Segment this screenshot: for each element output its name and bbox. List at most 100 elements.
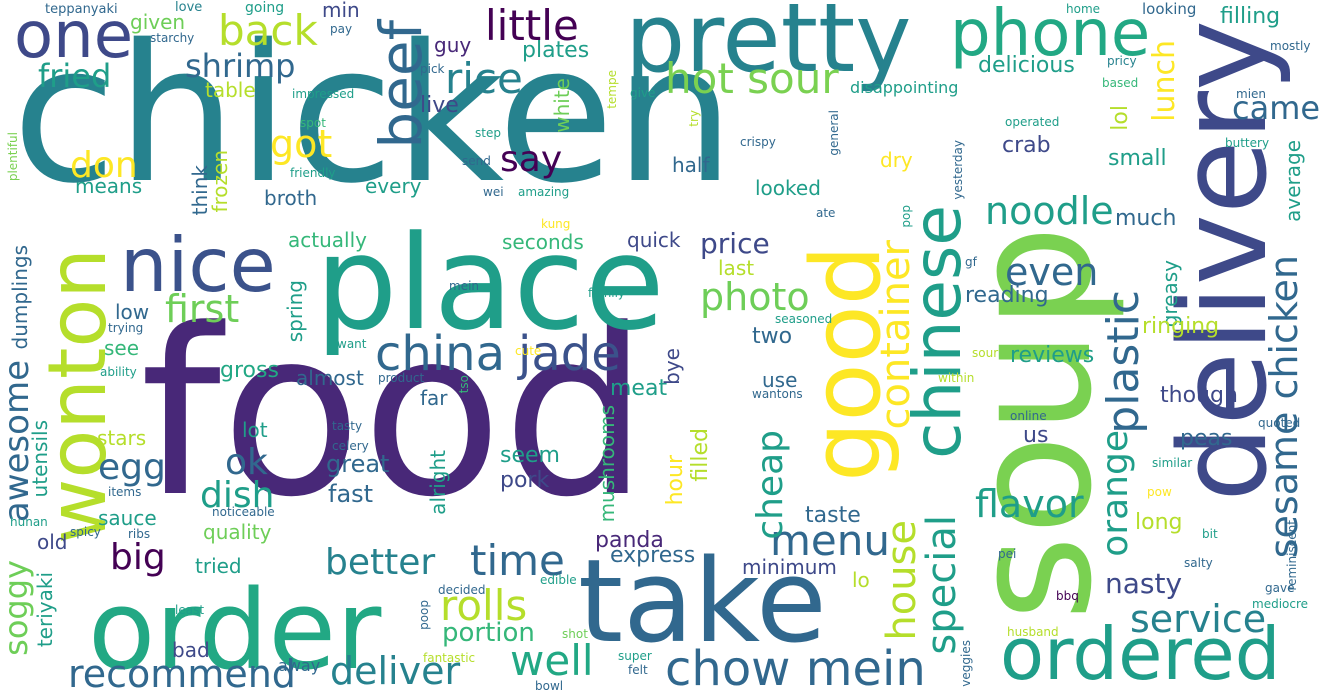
- word-use: use: [762, 368, 798, 392]
- word-tso: tso: [457, 375, 471, 394]
- word-plentiful: plentiful: [6, 132, 20, 182]
- word-white: white: [550, 78, 574, 133]
- word-orange: orange: [1095, 430, 1136, 557]
- word-send: send: [462, 154, 491, 168]
- word-pop: pop: [899, 205, 913, 228]
- word-operated: operated: [1005, 115, 1060, 129]
- word-felt: felt: [628, 663, 648, 677]
- word-hour: hour: [663, 455, 688, 506]
- word-see: see: [104, 336, 140, 360]
- word-food: food: [140, 281, 649, 548]
- word-spicy: spicy: [70, 525, 101, 539]
- word-wantons: wantons: [752, 387, 803, 401]
- word-quick: quick: [627, 228, 681, 252]
- word-wonton: wonton: [31, 248, 124, 545]
- word-dry: dry: [880, 148, 913, 172]
- word-tempe: tempe: [605, 70, 619, 109]
- word-online: online: [1010, 409, 1047, 423]
- word-average: average: [1281, 140, 1305, 222]
- word-gave: gave: [1265, 581, 1295, 595]
- word-amazing: amazing: [518, 185, 570, 199]
- word-express: express: [610, 543, 696, 568]
- word-sour: sour: [972, 346, 999, 360]
- word-sauce: sauce: [98, 506, 157, 530]
- word-family: family: [588, 286, 626, 300]
- word-small: small: [1108, 146, 1167, 171]
- word-got: got: [270, 122, 333, 166]
- word-plastic: plastic: [1098, 290, 1149, 434]
- word-wei: wei: [483, 185, 504, 199]
- word-shrimp: shrimp: [185, 47, 296, 85]
- word-table: table: [205, 78, 256, 102]
- word-home: home: [1066, 2, 1101, 16]
- word-seem: seem: [500, 443, 560, 468]
- word-hot-sour: hot sour: [665, 54, 839, 103]
- word-poop: poop: [417, 600, 431, 630]
- word-edible: edible: [540, 573, 577, 587]
- word-us: us: [1023, 423, 1049, 448]
- word-price: price: [700, 227, 770, 260]
- word-want: want: [337, 337, 367, 351]
- word-dumplings: dumplings: [8, 245, 32, 350]
- word-bye: bye: [660, 348, 684, 385]
- word-rice: rice: [445, 54, 523, 103]
- word-old: old: [37, 530, 68, 554]
- word-live: live: [420, 93, 459, 118]
- word-within: within: [938, 371, 975, 385]
- word-dish: dish: [200, 475, 275, 516]
- word-chicken: chicken: [12, 4, 735, 225]
- word-flavor: flavor: [975, 482, 1084, 526]
- word-tasty: tasty: [332, 419, 363, 433]
- word-special: special: [919, 515, 965, 655]
- word-plates: plates: [522, 38, 590, 63]
- word-based: based: [1102, 76, 1139, 90]
- word-don: don: [70, 145, 138, 186]
- word-frozen: frozen: [208, 150, 232, 213]
- word-taste: taste: [805, 503, 861, 528]
- word-chow-mein: chow mein: [665, 641, 926, 697]
- word-big: big: [110, 537, 166, 578]
- word-alright: alright: [426, 450, 450, 515]
- word-take: take: [578, 535, 827, 669]
- word-pow: pow: [1147, 485, 1172, 499]
- word-quoted: quoted: [1258, 416, 1301, 430]
- word-tried: tried: [195, 554, 242, 578]
- word-crispy: crispy: [740, 135, 776, 149]
- word-far: far: [420, 386, 448, 410]
- word-recommend: recommend: [68, 652, 296, 696]
- word-time: time: [470, 536, 565, 585]
- word-ok: ok: [225, 442, 268, 483]
- word-general: general: [827, 110, 841, 156]
- word-delicious: delicious: [978, 53, 1075, 78]
- word-order: order: [88, 566, 382, 694]
- word-sesame-chicken: sesame chicken: [1262, 255, 1306, 559]
- word-mostly: mostly: [1270, 39, 1311, 53]
- word-veggies: veggies: [959, 640, 973, 687]
- word-portion: portion: [442, 618, 535, 648]
- word-disappointing: disappointing: [850, 78, 959, 97]
- word-husband: husband: [1007, 625, 1059, 639]
- word-great: great: [326, 450, 390, 478]
- word-actually: actually: [288, 228, 367, 252]
- word-fast: fast: [328, 480, 374, 508]
- word-say: say: [500, 139, 563, 180]
- word-long: long: [1135, 510, 1183, 535]
- word-starchy: starchy: [150, 31, 195, 45]
- word-meat: meat: [610, 376, 668, 401]
- word-bit: bit: [1202, 527, 1218, 541]
- word-looking: looking: [1142, 0, 1197, 18]
- word-teriyaki: teriyaki: [33, 572, 57, 648]
- word-bowl: bowl: [535, 679, 564, 693]
- word-first: first: [165, 287, 240, 331]
- word-every: every: [365, 174, 422, 198]
- word-yesterday: yesterday: [951, 140, 965, 200]
- word-nasty: nasty: [1105, 567, 1183, 600]
- word-means: means: [75, 174, 143, 198]
- word-ringing: ringing: [1142, 314, 1220, 339]
- word-stars: stars: [97, 426, 147, 450]
- word-lol: lol: [1108, 105, 1133, 131]
- word-seconds: seconds: [502, 230, 584, 254]
- word-ability: ability: [100, 365, 137, 379]
- word-much: much: [1115, 206, 1177, 231]
- word-nice: nice: [120, 221, 276, 309]
